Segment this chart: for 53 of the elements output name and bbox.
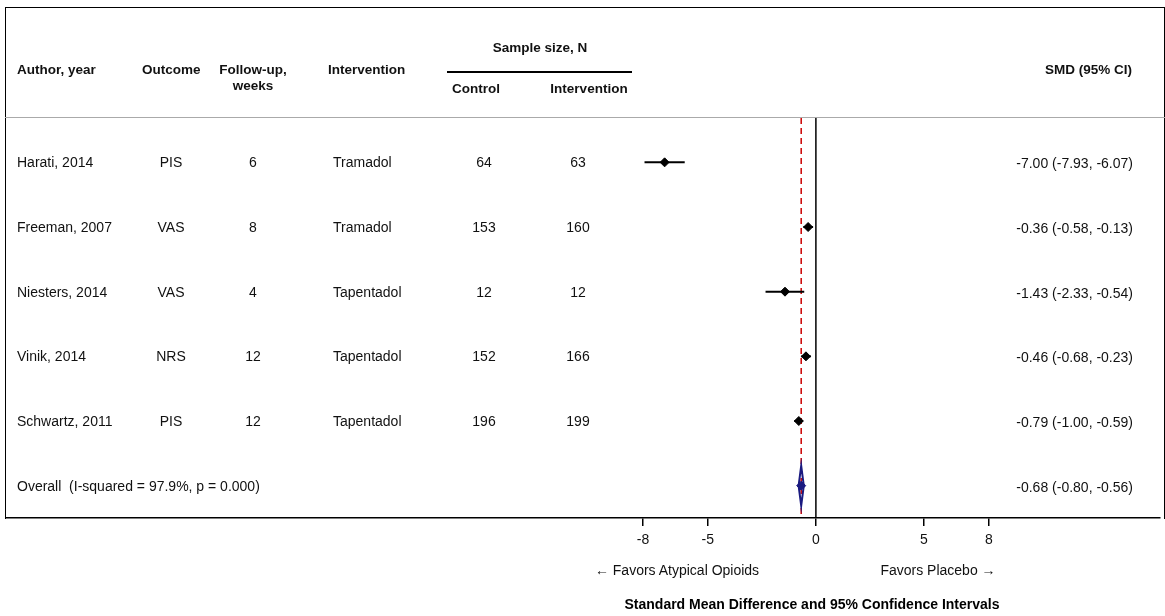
annotation: 64 [476, 154, 492, 171]
annotation: 152 [472, 348, 496, 365]
annotation: -0.36 (-0.58, -0.13) [1016, 220, 1133, 236]
annotation: 8 [249, 219, 257, 235]
annotation: 160 [566, 219, 590, 235]
annotation: Tramadol [333, 219, 392, 235]
annotation: 12 [245, 413, 261, 429]
text: SMD (95% CI) [1044, 62, 1132, 78]
annotation: Tramadol [333, 154, 392, 171]
annotation: -0.46 (-0.68, -0.23) [1016, 349, 1133, 366]
annotation: -0.68 (-0.80, -0.56) [1016, 478, 1133, 495]
annotation: 63 [570, 154, 586, 171]
y-tick-label: Niesters, 2014 [17, 283, 108, 300]
annotation: -0.79 (-1.00, -0.59) [1016, 414, 1133, 430]
y-tick-label: Schwartz, 2011 [17, 412, 113, 429]
x-tick-label: 0 [811, 531, 820, 548]
x-tick-label: -8 [636, 531, 650, 548]
annotation: 166 [566, 348, 590, 365]
annotation: -1.43 (-2.33, -0.54) [1016, 284, 1133, 301]
annotation: VAS [157, 283, 185, 300]
annotation: NRS [156, 348, 186, 365]
annotation: 199 [566, 413, 590, 429]
text: Intervention [328, 62, 406, 78]
annotation: Tapentadol [333, 283, 402, 300]
y-tick-label: Harati, 2014 [17, 154, 94, 171]
annotation: Tapentadol [333, 348, 402, 365]
y-tick-label: Vinik, 2014 [17, 348, 87, 365]
text: Follow-up, weeks [218, 62, 288, 94]
text: Favors Placebo → [880, 561, 996, 578]
text: Sample size, N [492, 40, 588, 56]
annotation: 6 [249, 154, 257, 171]
annotation: 4 [249, 283, 257, 300]
x-tick-label: 8 [984, 531, 993, 548]
text: Intervention [550, 81, 628, 97]
x-tick-label: -5 [701, 531, 715, 548]
annotation: PIS [159, 413, 183, 429]
x-axis-title: Standard Mean Difference and 95% Confidence Intervals [624, 595, 1000, 612]
annotation: -7.00 (-7.93, -6.07) [1016, 155, 1133, 172]
annotation: 12 [476, 283, 492, 300]
text: Outcome [142, 62, 201, 78]
y-tick-label: Freeman, 2007 [17, 218, 113, 235]
annotation: PIS [159, 154, 183, 171]
annotation: Tapentadol [333, 413, 402, 429]
annotation: 153 [472, 219, 496, 235]
annotation: 196 [472, 413, 496, 429]
annotation: 12 [245, 348, 261, 365]
text: Author, year [17, 62, 96, 78]
y-tick-label: Overall (I-squared = 97.9%, p = 0.000) [17, 477, 260, 494]
annotation: 12 [570, 283, 586, 300]
annotation: VAS [157, 219, 185, 235]
text: ← Favors Atypical Opioids [594, 561, 760, 578]
text: Control [452, 81, 500, 97]
x-tick-label: 5 [920, 531, 929, 548]
